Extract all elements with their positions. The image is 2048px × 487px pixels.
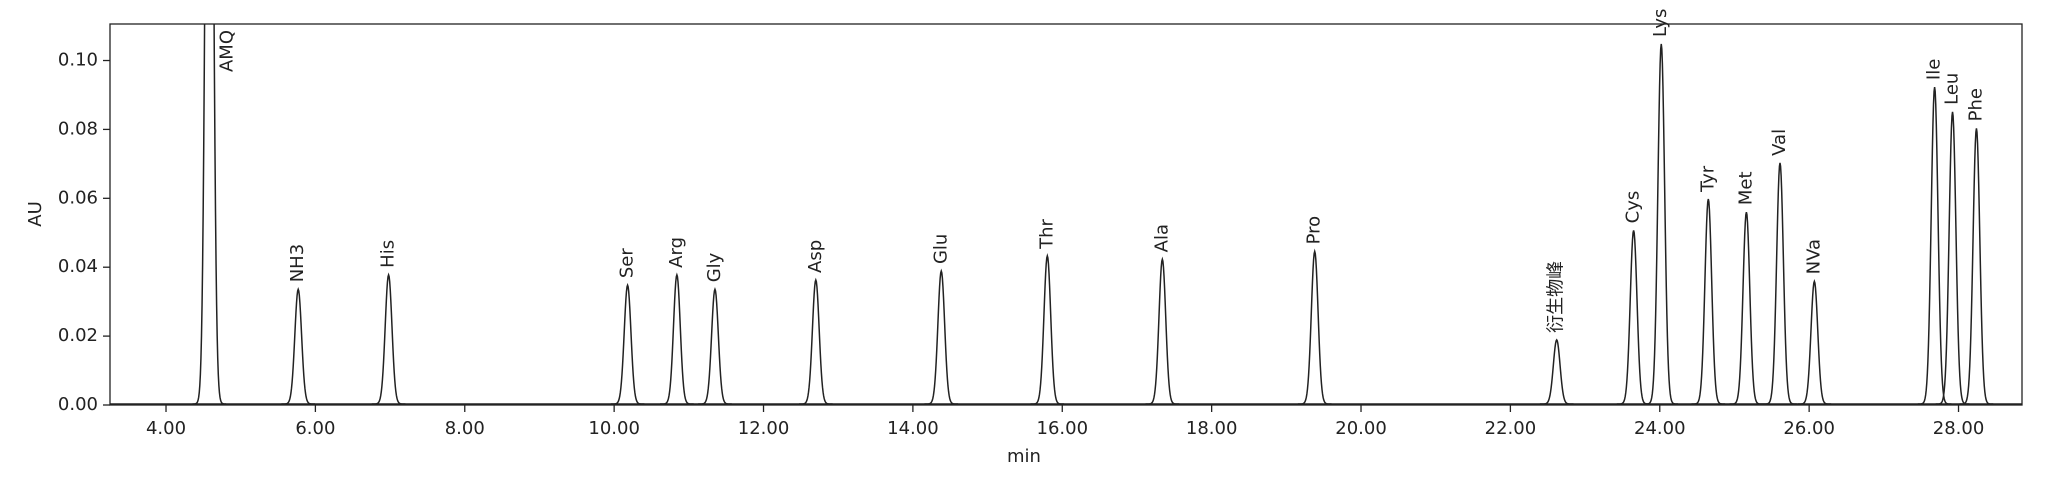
peak-label: Pro xyxy=(1304,216,1325,245)
peak-label: Met xyxy=(1735,171,1756,205)
peak xyxy=(1030,253,1065,405)
y-tick-label: 0.06 xyxy=(58,187,98,208)
peak xyxy=(1959,128,1994,405)
x-tick-label: 28.00 xyxy=(1933,418,1985,439)
peak-label: Arg xyxy=(666,237,687,268)
peak xyxy=(1297,248,1332,405)
x-tick-label: 8.00 xyxy=(445,418,485,439)
y-tick-label: 0.08 xyxy=(58,118,98,139)
peak xyxy=(698,287,732,405)
peak-label: Thr xyxy=(1036,218,1057,249)
peak-label: NVa xyxy=(1803,239,1824,274)
x-tick-label: 14.00 xyxy=(887,418,939,439)
peak xyxy=(610,282,645,405)
peak-label: Tyr xyxy=(1697,165,1718,193)
peak-label: AMQ xyxy=(216,30,237,72)
x-tick-label: 6.00 xyxy=(295,418,335,439)
plot-frame xyxy=(109,23,2023,406)
y-tick-label: 0.10 xyxy=(58,50,98,71)
peak xyxy=(1797,278,1832,405)
peak-label: Glu xyxy=(930,234,951,264)
peak-label: Val xyxy=(1769,129,1790,156)
peak-label: His xyxy=(378,240,399,268)
y-tick-label: 0.02 xyxy=(58,325,98,346)
peak xyxy=(798,277,833,405)
x-tick-label: 26.00 xyxy=(1783,418,1835,439)
x-tick-label: 16.00 xyxy=(1037,418,1089,439)
peak xyxy=(1539,338,1574,405)
peak xyxy=(660,272,694,405)
plot-area xyxy=(110,24,2022,405)
peak-label: Ala xyxy=(1151,224,1172,252)
x-tick-label: 10.00 xyxy=(588,418,640,439)
x-tick-label: 24.00 xyxy=(1634,418,1686,439)
x-tick-label: 4.00 xyxy=(146,418,186,439)
x-tick-label: 22.00 xyxy=(1485,418,1537,439)
y-tick-label: 0.04 xyxy=(58,256,98,277)
peak xyxy=(1616,230,1651,405)
peak-label: Phe xyxy=(1965,88,1986,121)
x-tick-label: 20.00 xyxy=(1335,418,1387,439)
y-tick-label: 0.00 xyxy=(58,394,98,415)
peak xyxy=(924,268,959,405)
peak-label: Gly xyxy=(704,252,725,282)
x-tick-label: 18.00 xyxy=(1186,418,1238,439)
peak xyxy=(1729,211,1764,405)
peak xyxy=(1644,43,1679,405)
peak xyxy=(281,287,316,405)
peak-label: Cys xyxy=(1623,191,1644,224)
peak-label: Ser xyxy=(617,248,638,279)
peak-label: 衍生物峰 xyxy=(1546,261,1567,333)
peak xyxy=(1763,162,1797,405)
peak-label: Lys xyxy=(1650,9,1671,37)
y-axis-label: AU xyxy=(25,201,46,227)
peak-label: Ile xyxy=(1924,59,1945,80)
x-tick-label: 12.00 xyxy=(738,418,790,439)
peak xyxy=(371,272,406,405)
peak xyxy=(1935,111,1970,405)
peak-label: NH3 xyxy=(287,244,308,282)
peak-label: Leu xyxy=(1942,73,1963,105)
peak xyxy=(1145,256,1180,405)
peak-label: Asp xyxy=(805,240,826,273)
x-axis-label: min xyxy=(1007,446,1041,467)
peak xyxy=(192,24,227,405)
peak xyxy=(1917,86,1952,405)
peak xyxy=(1691,198,1726,405)
